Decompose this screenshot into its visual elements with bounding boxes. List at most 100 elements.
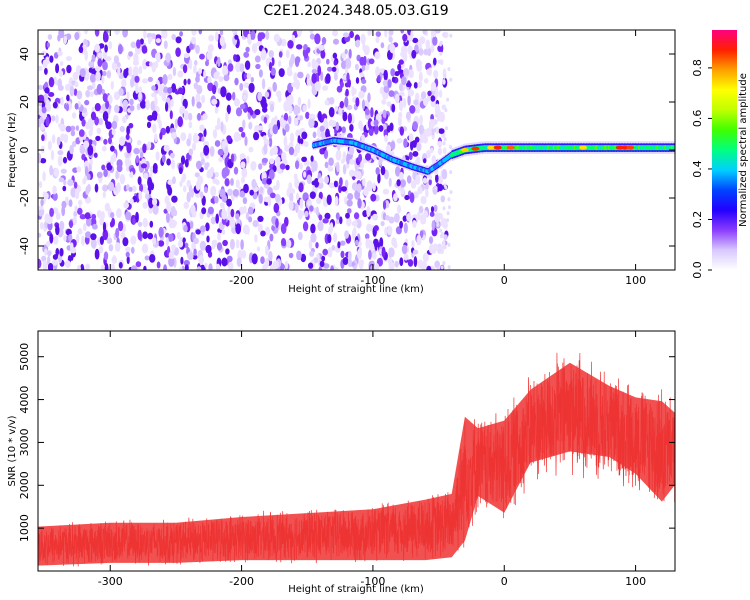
- noise-cell: [428, 236, 434, 245]
- noise-cell: [143, 172, 149, 179]
- noise-cell: [202, 113, 208, 120]
- noise-cell: [90, 111, 97, 121]
- noise-cell: [426, 68, 432, 76]
- noise-cell: [417, 211, 421, 221]
- noise-cell: [375, 66, 380, 77]
- noise-cell: [372, 213, 379, 221]
- noise-cell: [438, 248, 442, 253]
- noise-cell: [78, 199, 83, 206]
- noise-cell: [294, 79, 300, 90]
- noise-cell: [52, 254, 59, 260]
- noise-cell: [441, 168, 448, 180]
- noise-cell: [443, 137, 447, 142]
- noise-cell: [389, 43, 396, 54]
- noise-cell: [215, 124, 221, 131]
- noise-cell: [409, 192, 415, 203]
- noise-cell: [270, 192, 276, 199]
- noise-cell: [209, 146, 215, 157]
- noise-cell: [113, 91, 121, 101]
- noise-cell: [63, 180, 67, 186]
- noise-cell: [142, 78, 148, 84]
- noise-cell: [321, 37, 327, 45]
- noise-cell: [165, 52, 172, 63]
- noise-cell: [57, 150, 64, 156]
- noise-cell: [361, 99, 366, 110]
- noise-cell: [347, 257, 352, 268]
- noise-cell: [269, 158, 275, 165]
- noise-cell: [183, 201, 189, 209]
- noise-cell: [361, 134, 365, 143]
- noise-cell: [207, 44, 214, 53]
- noise-cell: [367, 118, 373, 130]
- noise-cell: [378, 125, 384, 132]
- noise-cell: [333, 232, 338, 243]
- noise-cell: [443, 234, 448, 240]
- noise-cell: [254, 109, 261, 116]
- noise-cell: [428, 178, 432, 186]
- noise-cell: [249, 189, 254, 196]
- noise-cell: [328, 182, 336, 189]
- noise-cell: [130, 235, 137, 245]
- noise-cell: [412, 220, 417, 228]
- noise-cell: [327, 247, 333, 258]
- noise-cell: [86, 173, 91, 181]
- noise-cell: [72, 71, 79, 81]
- noise-cell: [388, 257, 393, 268]
- noise-cell: [94, 183, 99, 193]
- noise-cell: [229, 238, 235, 250]
- noise-cell: [242, 119, 246, 130]
- noise-cell: [384, 134, 388, 143]
- noise-cell: [353, 212, 360, 220]
- noise-cell: [125, 251, 130, 258]
- noise-cell: [72, 140, 77, 148]
- noise-cell: [116, 159, 123, 168]
- noise-cell: [368, 249, 372, 260]
- noise-cell: [195, 229, 201, 235]
- noise-cell: [275, 218, 279, 229]
- spectrogram-y-tick-label: 20: [18, 95, 31, 109]
- noise-cell: [297, 106, 301, 114]
- noise-cell: [241, 168, 248, 178]
- noise-cell: [128, 172, 134, 178]
- noise-cell: [427, 90, 432, 97]
- noise-cell: [60, 96, 64, 106]
- noise-cell: [196, 266, 202, 270]
- noise-cell: [156, 261, 161, 269]
- snr-y-tick-label: 3000: [18, 428, 31, 456]
- noise-cell: [226, 104, 231, 115]
- noise-cell: [394, 93, 400, 104]
- noise-cell: [275, 90, 282, 98]
- noise-cell: [138, 91, 142, 101]
- noise-cell: [79, 144, 86, 155]
- noise-cell: [132, 59, 139, 66]
- noise-cell: [381, 117, 386, 124]
- noise-cell: [171, 132, 177, 139]
- noise-cell: [395, 166, 401, 177]
- noise-cell: [307, 98, 311, 109]
- noise-cell: [198, 30, 203, 35]
- noise-cell: [77, 228, 83, 235]
- noise-cell: [161, 30, 168, 39]
- noise-cell: [110, 145, 115, 152]
- noise-cell: [142, 183, 147, 193]
- noise-cell: [128, 122, 134, 129]
- noise-cell: [324, 161, 329, 169]
- noise-cell: [288, 141, 294, 148]
- snr-y-axis-label: SNR (10 * v/v): [7, 415, 18, 486]
- noise-cell: [288, 146, 295, 156]
- noise-cell: [90, 233, 97, 241]
- noise-cell: [199, 53, 205, 60]
- noise-cell: [218, 156, 224, 163]
- noise-cell: [434, 119, 438, 124]
- noise-cell: [96, 171, 103, 179]
- noise-cell: [418, 48, 424, 56]
- noise-cell: [116, 182, 121, 193]
- noise-cell: [243, 72, 248, 80]
- noise-cell: [71, 112, 77, 119]
- noise-cell: [83, 223, 87, 232]
- noise-cell: [51, 115, 56, 122]
- noise-cell: [273, 202, 280, 214]
- noise-cell: [85, 217, 92, 227]
- noise-cell: [233, 54, 237, 62]
- noise-cell: [397, 63, 402, 71]
